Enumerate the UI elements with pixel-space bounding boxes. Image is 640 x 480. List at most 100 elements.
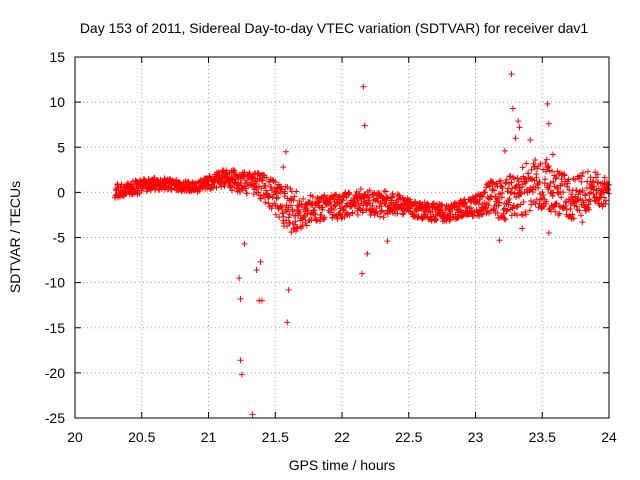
data-point <box>238 371 245 378</box>
data-point <box>479 193 486 200</box>
data-point <box>270 191 277 198</box>
data-point <box>447 208 454 215</box>
data-point <box>585 206 592 213</box>
data-point <box>378 203 385 210</box>
data-point <box>509 205 516 212</box>
data-point <box>529 188 536 195</box>
data-point <box>381 210 388 217</box>
data-point <box>269 194 276 201</box>
data-point <box>548 168 555 175</box>
data-point <box>553 174 560 181</box>
data-point <box>508 190 515 197</box>
x-tick-label: 21.5 <box>262 429 289 445</box>
data-point <box>314 217 321 224</box>
data-point <box>522 209 529 216</box>
data-point <box>469 207 476 214</box>
data-point <box>463 203 470 210</box>
data-point <box>446 217 453 224</box>
data-point <box>265 200 272 207</box>
data-point <box>213 184 220 191</box>
data-point <box>424 200 431 207</box>
data-point <box>579 169 586 176</box>
x-tick-label: 22 <box>334 429 350 445</box>
data-point <box>168 186 175 193</box>
data-point <box>545 163 552 170</box>
data-point <box>273 190 280 197</box>
data-point <box>587 174 594 181</box>
data-point <box>537 161 544 168</box>
data-point <box>285 214 292 221</box>
data-point <box>565 196 572 203</box>
x-axis-label: GPS time / hours <box>289 457 396 473</box>
data-point <box>484 200 491 207</box>
data-point <box>523 160 530 167</box>
data-point <box>290 197 297 204</box>
data-point <box>364 201 371 208</box>
data-point <box>533 174 540 181</box>
data-point <box>564 183 571 190</box>
data-point <box>380 214 387 221</box>
data-point <box>549 151 556 158</box>
data-point <box>542 160 549 167</box>
data-point <box>236 189 243 196</box>
data-point <box>553 200 560 207</box>
data-point <box>366 187 373 194</box>
y-tick-label: 0 <box>57 184 65 200</box>
data-point <box>519 212 526 219</box>
data-point <box>482 189 489 196</box>
data-point <box>266 193 273 200</box>
x-tick-label: 20.5 <box>128 429 155 445</box>
data-point <box>282 148 289 155</box>
data-point <box>508 179 515 186</box>
data-point <box>366 194 373 201</box>
data-point <box>519 164 526 171</box>
data-point <box>495 202 502 209</box>
data-point <box>584 178 591 185</box>
data-point <box>467 204 474 211</box>
data-point <box>364 250 371 257</box>
y-axis-ticks: -25 -20 -15 -10 -5 0 5 10 15 <box>45 49 609 426</box>
data-point <box>272 179 279 186</box>
data-point <box>475 200 482 207</box>
y-tick-label: 5 <box>57 139 65 155</box>
data-point <box>522 211 529 218</box>
data-point <box>400 210 407 217</box>
data-point <box>257 258 264 265</box>
data-point <box>291 193 298 200</box>
data-point <box>357 186 364 193</box>
data-point <box>438 201 445 208</box>
data-point <box>475 208 482 215</box>
data-point <box>564 180 571 187</box>
data-point <box>540 192 547 199</box>
data-point <box>519 225 526 232</box>
data-point <box>299 222 306 229</box>
data-point <box>258 195 265 202</box>
data-point <box>578 173 585 180</box>
data-point <box>331 206 338 213</box>
plot-frame <box>74 56 610 419</box>
data-point <box>513 194 520 201</box>
data-point <box>288 202 295 209</box>
data-point <box>399 211 406 218</box>
data-point <box>528 166 535 173</box>
data-point <box>462 199 469 206</box>
data-point <box>577 212 584 219</box>
data-point <box>378 207 385 214</box>
data-point <box>118 181 125 188</box>
data-point <box>543 198 550 205</box>
data-point <box>546 183 553 190</box>
data-point <box>390 193 397 200</box>
data-point <box>488 194 495 201</box>
data-point <box>255 189 262 196</box>
data-point <box>486 183 493 190</box>
data-point <box>509 105 516 112</box>
data-point <box>558 176 565 183</box>
data-point <box>458 206 465 213</box>
data-point <box>343 194 350 201</box>
data-point <box>490 187 497 194</box>
data-point <box>249 411 256 418</box>
data-point <box>496 199 503 206</box>
data-point <box>558 194 565 201</box>
data-point <box>262 187 269 194</box>
data-point <box>319 204 326 211</box>
